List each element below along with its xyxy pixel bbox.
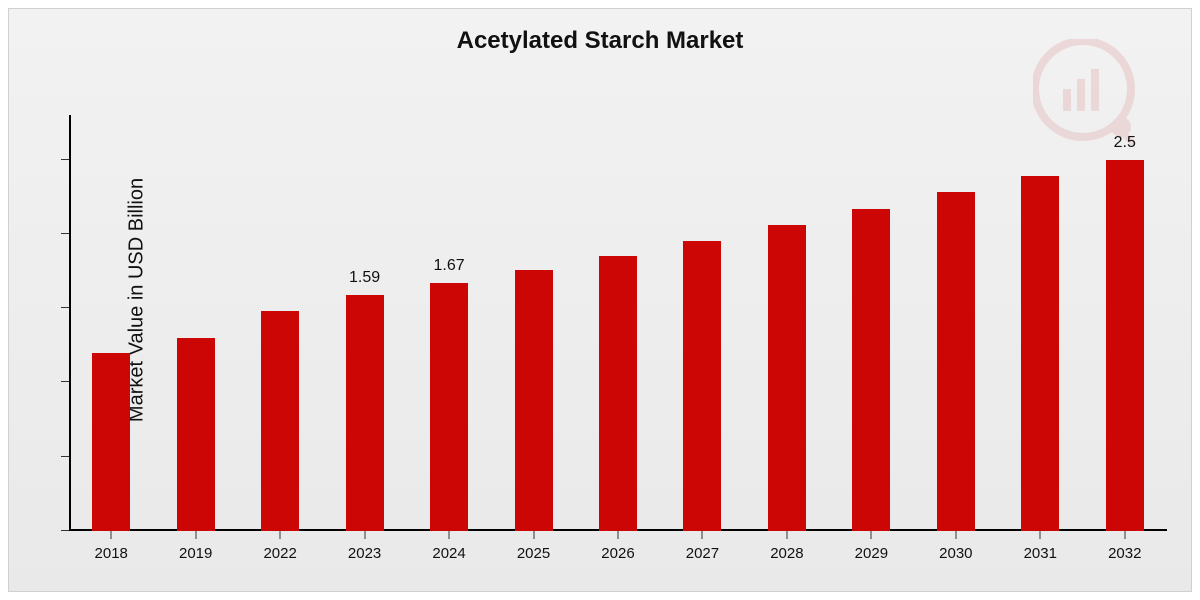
bar: 1.67	[430, 283, 468, 531]
y-tick	[61, 233, 69, 234]
bar	[92, 353, 130, 531]
bar: 2.5	[1106, 160, 1144, 531]
chart-canvas: Acetylated Starch Market Market Value in…	[8, 8, 1192, 592]
x-tick	[280, 531, 281, 539]
bar	[1021, 176, 1059, 531]
x-tick	[1124, 531, 1125, 539]
x-tick	[786, 531, 787, 539]
x-tick-label: 2030	[939, 545, 972, 562]
bar-slot: 2025	[491, 115, 575, 531]
x-tick	[449, 531, 450, 539]
x-tick	[533, 531, 534, 539]
bar-slot: 2028	[745, 115, 829, 531]
bar	[768, 225, 806, 531]
bar-slot: 2027	[660, 115, 744, 531]
bars-container: 2018201920221.5920231.672024202520262027…	[69, 115, 1167, 531]
bar	[937, 192, 975, 531]
bar-slot: 2026	[576, 115, 660, 531]
bar-slot: 2018	[69, 115, 153, 531]
x-tick	[617, 531, 618, 539]
bar	[599, 256, 637, 531]
y-tick	[61, 456, 69, 457]
bar-value-label: 1.67	[433, 257, 464, 275]
x-tick	[1040, 531, 1041, 539]
bar-slot: 1.592023	[322, 115, 406, 531]
x-tick-label: 2032	[1108, 545, 1141, 562]
x-tick-label: 2028	[770, 545, 803, 562]
bar-slot: 2029	[829, 115, 913, 531]
bar-slot: 2022	[238, 115, 322, 531]
x-tick	[364, 531, 365, 539]
x-tick-label: 2024	[432, 545, 465, 562]
chart-title: Acetylated Starch Market	[9, 27, 1191, 55]
x-tick	[702, 531, 703, 539]
bar: 1.59	[346, 295, 384, 531]
x-tick-label: 2031	[1024, 545, 1057, 562]
bar	[261, 311, 299, 531]
x-tick-label: 2023	[348, 545, 381, 562]
y-tick	[61, 381, 69, 382]
y-tick	[61, 159, 69, 160]
x-tick-label: 2019	[179, 545, 212, 562]
plot-area: 2018201920221.5920231.672024202520262027…	[69, 115, 1167, 531]
x-tick	[871, 531, 872, 539]
x-tick-label: 2026	[601, 545, 634, 562]
bar-slot: 2031	[998, 115, 1082, 531]
x-tick-label: 2027	[686, 545, 719, 562]
bar-value-label: 2.5	[1114, 134, 1136, 152]
bar	[683, 241, 721, 531]
x-tick	[111, 531, 112, 539]
bar-value-label: 1.59	[349, 269, 380, 287]
bar-slot: 2.52032	[1083, 115, 1167, 531]
bar-slot: 2030	[914, 115, 998, 531]
x-tick-label: 2025	[517, 545, 550, 562]
x-tick-label: 2029	[855, 545, 888, 562]
bar	[852, 209, 890, 531]
x-tick	[955, 531, 956, 539]
bar	[515, 270, 553, 531]
bar-slot: 1.672024	[407, 115, 491, 531]
x-tick-label: 2022	[263, 545, 296, 562]
x-tick	[195, 531, 196, 539]
y-tick	[61, 530, 69, 531]
y-tick	[61, 307, 69, 308]
bar-slot: 2019	[153, 115, 237, 531]
bar	[177, 338, 215, 531]
x-tick-label: 2018	[95, 545, 128, 562]
